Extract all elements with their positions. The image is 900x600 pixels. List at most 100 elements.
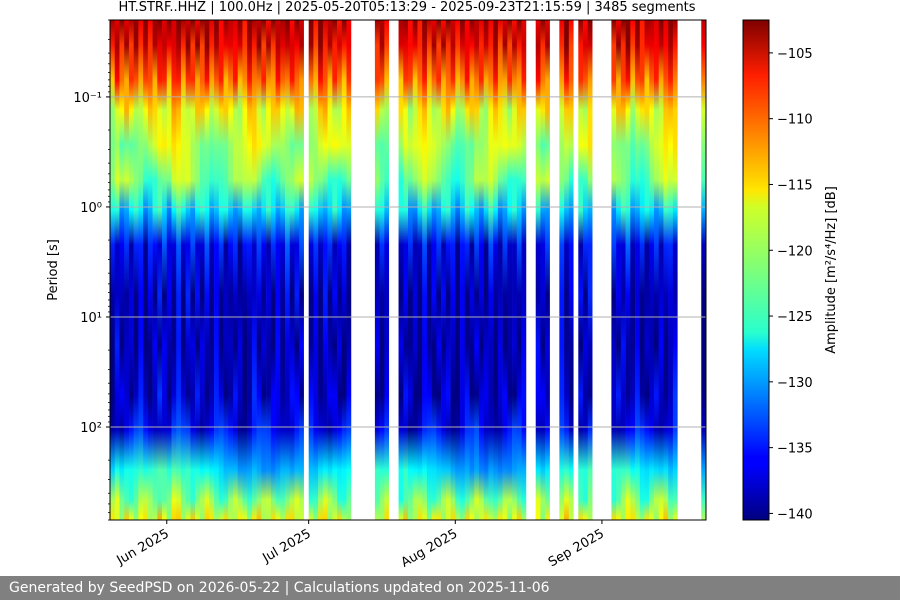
heatmap-column bbox=[261, 20, 267, 520]
heatmap-column bbox=[337, 20, 343, 520]
heatmap-column bbox=[294, 20, 300, 520]
heatmap-column bbox=[256, 20, 262, 520]
heatmap-column bbox=[327, 20, 333, 520]
data-gap bbox=[592, 20, 612, 520]
y-tick-label: 10² bbox=[80, 421, 102, 436]
heatmap-column bbox=[204, 20, 210, 520]
heatmap-column bbox=[185, 20, 191, 520]
heatmap-column bbox=[133, 20, 139, 520]
heatmap-column bbox=[630, 20, 636, 520]
heatmap-column bbox=[341, 20, 347, 520]
colorbar: −105 −110 −115 −120 −125 −130 −135 −140 bbox=[742, 19, 813, 522]
heatmap-column bbox=[143, 20, 149, 520]
heatmap-column bbox=[285, 20, 291, 520]
heatmap-columns bbox=[110, 20, 707, 520]
heatmap-column bbox=[280, 20, 286, 520]
heatmap-column bbox=[545, 20, 551, 520]
heatmap-column bbox=[559, 20, 565, 520]
heatmap-column bbox=[535, 20, 541, 520]
heatmap-column bbox=[469, 20, 475, 520]
colorbar-tick-label: −120 bbox=[777, 244, 813, 259]
colorbar-tick-label: −140 bbox=[777, 507, 813, 522]
x-axis: Jun 2025 Jul 2025 Aug 2025 Sep 2025 bbox=[114, 520, 607, 571]
heatmap-column bbox=[611, 20, 617, 520]
x-tick-label: Jul 2025 bbox=[259, 526, 313, 566]
heatmap-column bbox=[209, 20, 215, 520]
heatmap-column bbox=[502, 20, 508, 520]
heatmap-column bbox=[171, 20, 177, 520]
footer-bar: Generated by SeedPSD on 2026-05-22 | Cal… bbox=[0, 576, 900, 600]
data-gap bbox=[549, 20, 560, 520]
heatmap-column bbox=[232, 20, 239, 520]
heatmap-column bbox=[223, 20, 229, 520]
heatmap-column bbox=[625, 20, 631, 520]
chart-title: HT.STRF..HHZ | 100.0Hz | 2025-05-20T05:1… bbox=[118, 0, 695, 15]
heatmap-column bbox=[507, 20, 513, 520]
heatmap-column bbox=[516, 20, 522, 520]
heatmap-column bbox=[564, 20, 570, 520]
colorbar-tick-label: −105 bbox=[777, 47, 813, 62]
heatmap-column bbox=[412, 20, 418, 520]
heatmap-column bbox=[460, 20, 466, 520]
heatmap-column bbox=[110, 20, 116, 520]
colorbar-tick-label: −130 bbox=[777, 376, 813, 391]
heatmap-column bbox=[668, 20, 674, 520]
plot-frame bbox=[109, 19, 707, 521]
data-gaps bbox=[303, 20, 702, 520]
heatmap-column bbox=[521, 20, 527, 520]
y-axis: 10⁻¹ 10⁰ 10¹ 10² bbox=[73, 19, 110, 521]
heatmap-column bbox=[228, 20, 234, 520]
heatmap-column bbox=[635, 20, 641, 520]
heatmap-column bbox=[455, 20, 461, 520]
heatmap-column bbox=[242, 20, 248, 520]
heatmap-column bbox=[578, 20, 584, 520]
y-tick-label: 10⁻¹ bbox=[73, 91, 102, 106]
heatmap-column bbox=[308, 20, 314, 520]
heatmap-column bbox=[478, 20, 484, 520]
heatmap-column bbox=[318, 20, 324, 520]
heatmap-column bbox=[464, 20, 470, 520]
heatmap-column bbox=[672, 20, 678, 520]
heatmap-column bbox=[289, 20, 295, 520]
heatmap-column bbox=[422, 20, 428, 520]
heatmap-column bbox=[512, 20, 518, 520]
heatmap-column bbox=[436, 20, 442, 520]
heatmap-column bbox=[199, 20, 205, 520]
colorbar-tick-label: −110 bbox=[777, 113, 813, 128]
heatmap-column bbox=[180, 20, 186, 520]
heatmap-column bbox=[540, 20, 546, 520]
heatmap-column bbox=[663, 20, 669, 520]
heatmap-column bbox=[616, 20, 622, 520]
x-tick-label: Jun 2025 bbox=[114, 526, 172, 568]
heatmap-column bbox=[445, 20, 451, 520]
heatmap-column bbox=[275, 20, 281, 520]
y-tick-label: 10⁰ bbox=[80, 201, 102, 216]
colorbar-scale bbox=[742, 19, 770, 521]
heatmap-column bbox=[658, 20, 664, 520]
heatmap-column bbox=[408, 20, 414, 520]
heatmap-column bbox=[119, 20, 125, 520]
heatmap-column bbox=[483, 20, 489, 520]
heatmap-column bbox=[620, 20, 626, 520]
heatmap-column bbox=[247, 20, 253, 520]
x-tick-label: Sep 2025 bbox=[546, 526, 607, 570]
data-gap bbox=[303, 20, 309, 520]
data-gap bbox=[526, 20, 536, 520]
heatmap-column bbox=[431, 20, 437, 520]
heatmap-column bbox=[493, 20, 499, 520]
heatmap-column bbox=[384, 20, 390, 520]
heatmap-column bbox=[237, 20, 243, 520]
colorbar-label: Amplitude [m²/s⁴/Hz] [dB] bbox=[824, 186, 839, 354]
heatmap-column bbox=[114, 20, 120, 520]
data-gap bbox=[573, 20, 579, 520]
heatmap-column bbox=[218, 20, 224, 520]
heatmap-column bbox=[346, 20, 352, 520]
heatmap-column bbox=[195, 20, 201, 520]
heatmap-column bbox=[653, 20, 659, 520]
heatmap-column bbox=[152, 20, 158, 520]
heatmap-column bbox=[190, 20, 196, 520]
footer-text: Generated by SeedPSD on 2026-05-22 | Cal… bbox=[9, 580, 550, 596]
heatmap-column bbox=[644, 20, 650, 520]
heatmap-column bbox=[403, 20, 409, 520]
